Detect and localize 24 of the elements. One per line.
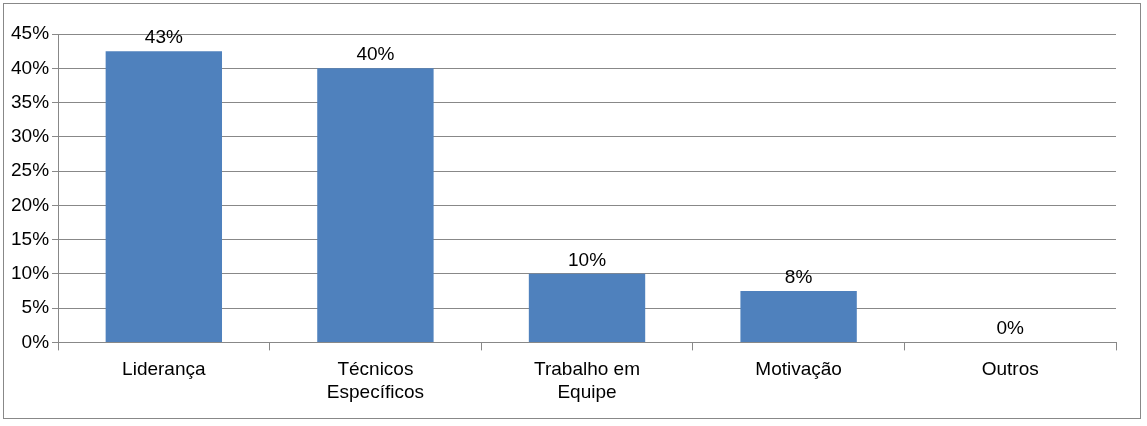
y-tick-label: 5% (21, 296, 50, 318)
bar (528, 273, 646, 342)
bar (740, 291, 857, 342)
y-tick-label: 20% (11, 193, 50, 215)
y-tick-label: 30% (11, 125, 50, 147)
x-tick-label: Trabalho em Equipe (534, 358, 640, 402)
data-label: 40% (356, 43, 395, 64)
y-tick-label: 35% (11, 90, 50, 112)
x-tick-label: Motivação (755, 358, 842, 380)
data-label: 8% (784, 265, 813, 287)
x-tick-label: Liderança (122, 358, 206, 380)
x-tick-label: Técnicos Específicos (326, 358, 424, 402)
bar (317, 68, 434, 342)
y-tick-label: 10% (11, 262, 50, 284)
y-tick-label: 15% (11, 227, 50, 249)
bar (105, 51, 223, 342)
data-label: 0% (996, 317, 1025, 339)
y-tick-label: 45% (11, 22, 50, 44)
y-tick-label: 25% (11, 159, 50, 181)
y-tick-label: 40% (11, 56, 50, 78)
x-tick-label: Outros (981, 358, 1039, 380)
data-label: 43% (144, 25, 183, 47)
y-tick-label: 0% (21, 330, 50, 352)
data-label: 10% (568, 248, 607, 270)
